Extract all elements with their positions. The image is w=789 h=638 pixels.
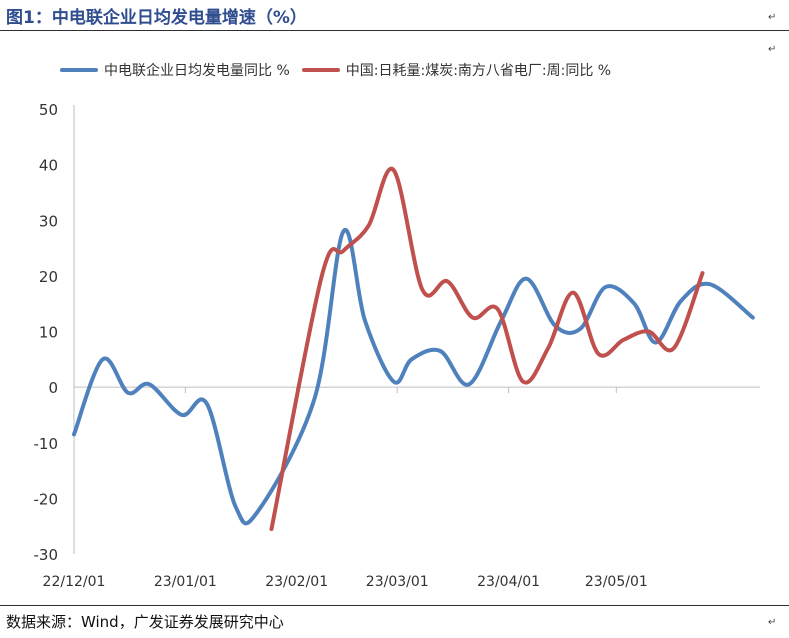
bottom-rule [0, 605, 789, 606]
x-tick-label: 23/02/01 [265, 574, 328, 590]
chart-legend: 中电联企业日均发电量同比 % 中国:日耗量:煤炭:南方八省电厂:周:同比 % [60, 60, 623, 80]
paragraph-mark: ↵ [768, 617, 777, 628]
legend-swatch-red [301, 68, 340, 72]
y-tick-label: 30 [39, 212, 58, 230]
series-line-red [269, 166, 705, 531]
x-tick-label: 23/03/01 [366, 574, 429, 590]
paragraph-mark: ↵ [768, 12, 777, 23]
legend-item-blue: 中电联企业日均发电量同比 % [60, 60, 290, 80]
x-tick-label: 23/04/01 [477, 574, 540, 590]
line-chart: 50 40 30 20 10 0 -10 -20 -30 22/12/01 23/01/01 23/0… [34, 101, 760, 590]
legend-label-blue: 中电联企业日均发电量同比 % [104, 63, 290, 79]
y-tick-label: 0 [48, 379, 58, 397]
top-rule [0, 30, 789, 31]
y-tick-label: 10 [39, 324, 58, 342]
y-tick-label: 20 [39, 268, 58, 286]
legend-label-red: 中国:日耗量:煤炭:南方八省电厂:周:同比 % [345, 63, 612, 79]
y-tick-label: 40 [39, 157, 58, 175]
figure-title: 图1：中电联企业日均发电量增速（%） [6, 8, 307, 28]
x-tick-label: 22/12/01 [43, 574, 106, 590]
y-tick-label: -30 [34, 546, 59, 564]
legend-item-red: 中国:日耗量:煤炭:南方八省电厂:周:同比 % [301, 60, 612, 80]
y-tick-label: -20 [34, 490, 59, 508]
x-tick-label: 23/01/01 [154, 574, 217, 590]
series-line-blue [72, 227, 755, 526]
source-note: 数据来源：Wind，广发证券发展研究中心 [6, 613, 284, 631]
x-tick-label: 23/05/01 [585, 574, 648, 590]
legend-swatch-blue [60, 68, 98, 72]
y-tick-label: 50 [39, 101, 58, 119]
paragraph-mark: ↵ [768, 44, 777, 55]
y-tick-label: -10 [34, 435, 59, 453]
